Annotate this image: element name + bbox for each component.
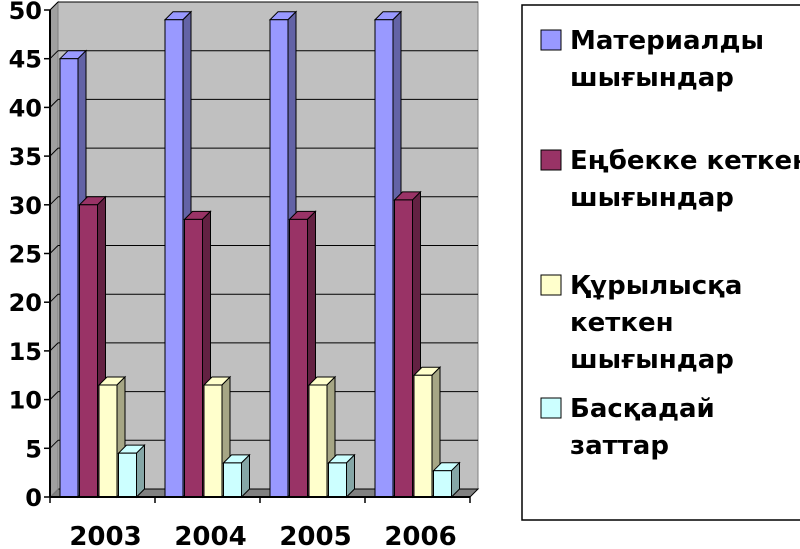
gridline-diagonal	[49, 342, 59, 352]
bar	[98, 384, 118, 498]
bar	[413, 374, 433, 498]
gridline-diagonal	[49, 196, 59, 206]
legend: Материалды шығындар Еңбекке кеткен шығындар…	[521, 4, 800, 521]
bar	[328, 462, 347, 498]
y-tick-label: 30	[9, 192, 42, 220]
legend-box	[521, 4, 800, 521]
bar	[433, 470, 452, 498]
bars	[58, 10, 461, 499]
x-tick-label: 2004	[174, 522, 246, 549]
y-tick-label: 25	[9, 241, 42, 269]
y-tick-label: 50	[9, 0, 42, 25]
y-tick-label: 45	[9, 46, 42, 74]
legend-label: шығындар	[570, 345, 734, 375]
legend-label: Материалды	[570, 26, 764, 56]
bar	[203, 384, 223, 498]
bar	[269, 19, 289, 498]
gridline-diagonal	[49, 99, 59, 108]
axes: 0 5 10 15 20 25 30 35 40 45 50 2003 2004 2005 2006	[9, 0, 471, 549]
legend-label: шығындар	[570, 63, 734, 93]
legend-label: заттар	[570, 431, 669, 461]
x-tick-label: 2005	[279, 522, 351, 549]
legend-swatch	[540, 274, 562, 296]
y-tick-label: 5	[25, 435, 42, 463]
bar	[223, 462, 242, 498]
bar	[394, 199, 413, 498]
legend-label: шығындар	[570, 183, 734, 213]
y-tick-label: 15	[9, 338, 42, 366]
y-tick-label: 20	[9, 289, 42, 317]
bar	[374, 19, 394, 498]
bar	[164, 19, 184, 498]
bar	[308, 384, 328, 498]
gridline-diagonal	[49, 147, 59, 157]
bar	[79, 204, 98, 498]
y-tick-label: 40	[9, 94, 42, 122]
gridline-diagonal	[49, 50, 59, 60]
gridline-diagonal	[49, 1, 59, 11]
legend-label: Басқадай	[570, 394, 715, 424]
y-tick-label: 0	[25, 484, 42, 512]
bar-side	[136, 443, 145, 499]
bar	[184, 218, 203, 498]
x-tick-label: 2003	[69, 522, 141, 549]
bar	[59, 58, 79, 498]
legend-label: кеткен	[570, 308, 674, 338]
bar	[118, 452, 137, 498]
legend-label: Құрылысқа	[570, 271, 742, 301]
legend-swatch	[540, 149, 562, 171]
bar-side	[241, 453, 250, 499]
gridline-diagonal	[49, 439, 59, 449]
gridline-diagonal	[49, 293, 59, 303]
x-tick-label: 2006	[384, 522, 456, 549]
legend-label: Еңбекке кеткен	[570, 146, 800, 176]
bar-side	[346, 453, 355, 499]
y-tick-label: 10	[9, 387, 42, 415]
gridline-diagonal	[49, 391, 59, 400]
y-tick-label: 35	[9, 143, 42, 171]
gridline-diagonal	[49, 245, 59, 254]
bar	[289, 218, 308, 498]
legend-swatch	[540, 29, 562, 51]
legend-swatch	[540, 397, 562, 419]
